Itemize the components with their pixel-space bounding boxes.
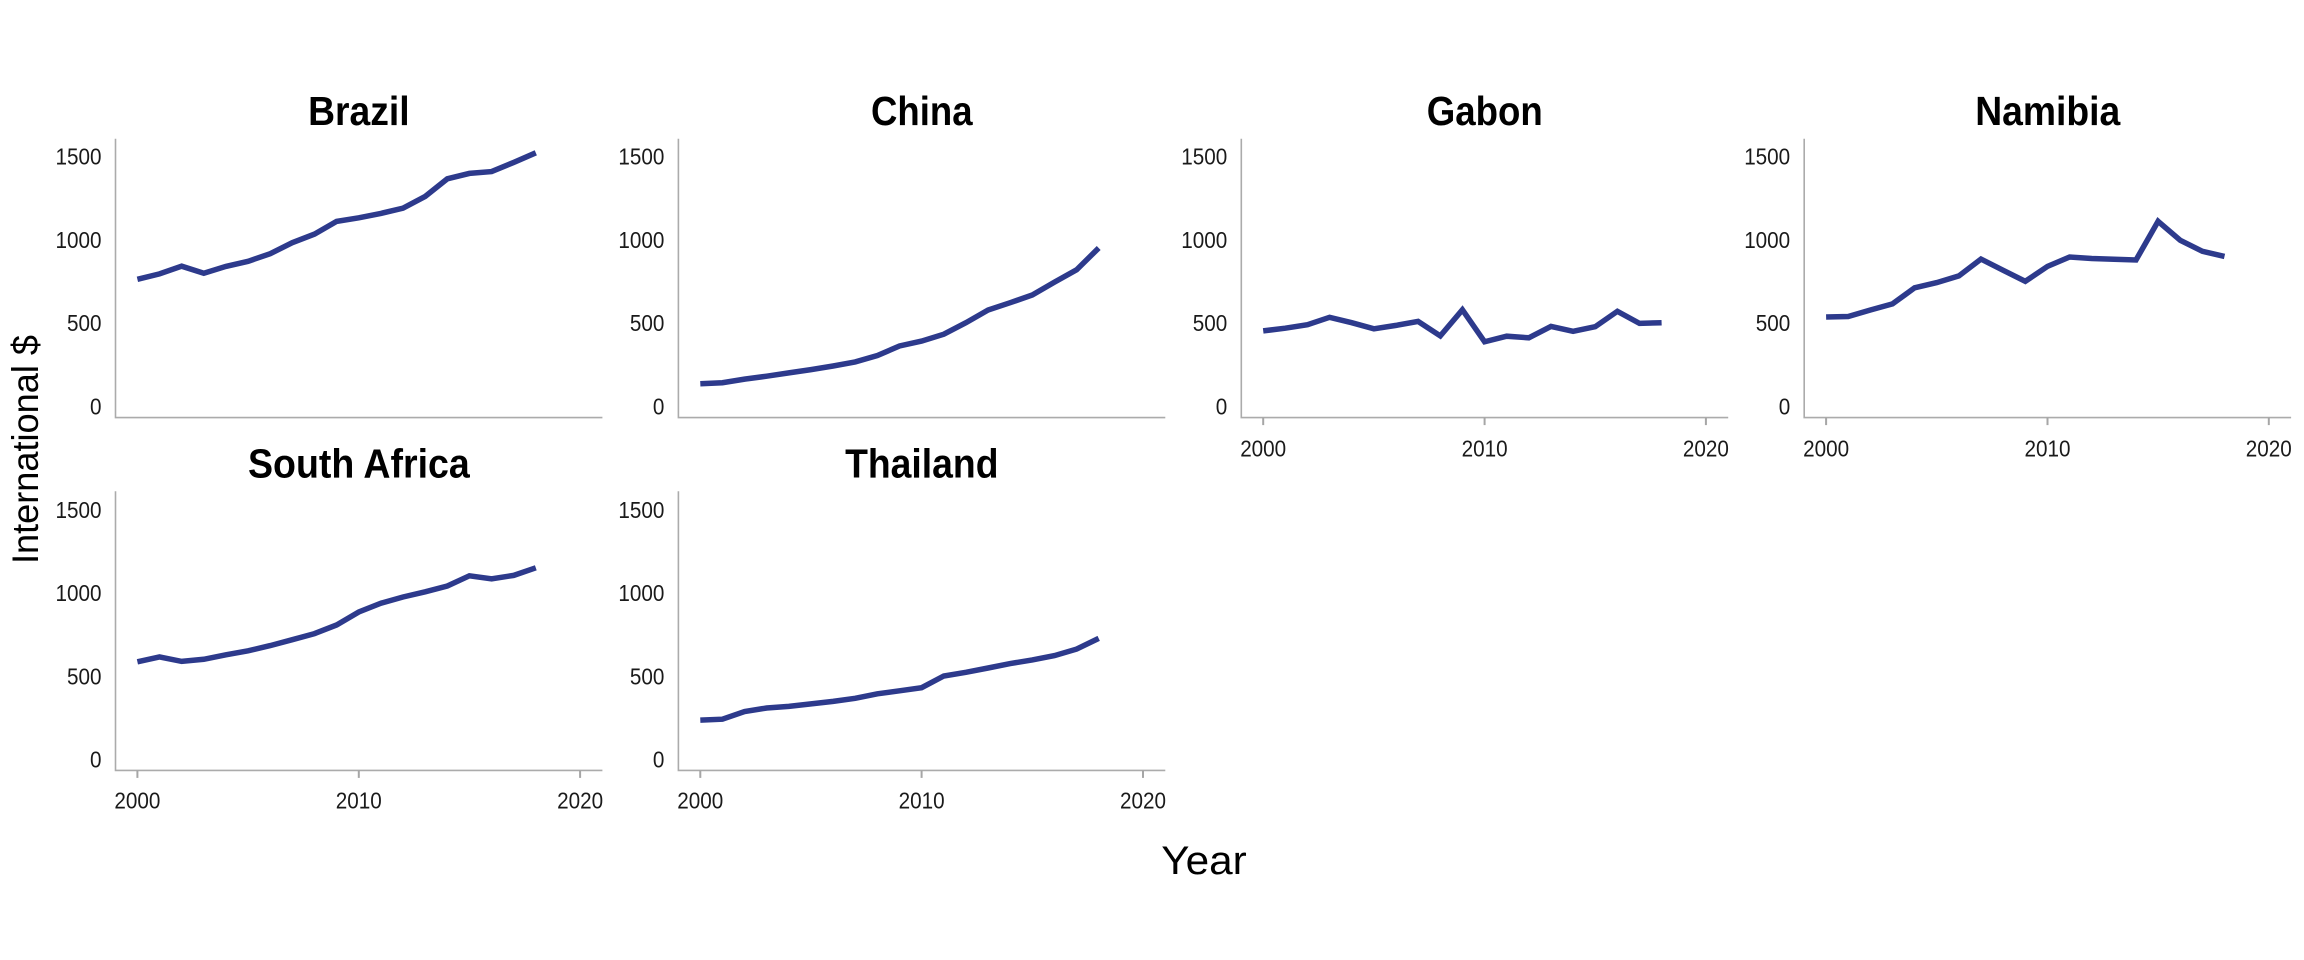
svg-text:2010: 2010 xyxy=(899,788,945,814)
svg-text:500: 500 xyxy=(630,310,665,336)
svg-text:1000: 1000 xyxy=(618,580,664,606)
svg-text:South Africa: South Africa xyxy=(248,440,471,486)
svg-text:2010: 2010 xyxy=(1462,436,1508,462)
svg-text:1500: 1500 xyxy=(1744,144,1790,170)
svg-text:1500: 1500 xyxy=(56,144,102,170)
svg-text:1000: 1000 xyxy=(56,227,102,253)
svg-text:500: 500 xyxy=(67,310,102,336)
svg-text:2000: 2000 xyxy=(1240,436,1286,462)
svg-text:2000: 2000 xyxy=(1803,436,1849,462)
svg-text:1000: 1000 xyxy=(1181,227,1227,253)
svg-text:500: 500 xyxy=(630,664,665,690)
svg-text:Namibia: Namibia xyxy=(1975,88,2121,134)
svg-text:1000: 1000 xyxy=(618,227,664,253)
svg-text:2020: 2020 xyxy=(2246,436,2292,462)
svg-text:1500: 1500 xyxy=(56,497,102,523)
svg-text:Gabon: Gabon xyxy=(1427,88,1543,134)
svg-text:2010: 2010 xyxy=(2025,436,2071,462)
svg-text:0: 0 xyxy=(653,747,665,773)
svg-text:China: China xyxy=(871,88,974,134)
svg-text:1500: 1500 xyxy=(618,144,664,170)
svg-text:500: 500 xyxy=(1193,310,1228,336)
svg-text:Year: Year xyxy=(1161,839,1247,883)
svg-text:0: 0 xyxy=(653,393,665,419)
svg-text:Thailand: Thailand xyxy=(845,440,998,486)
svg-text:2000: 2000 xyxy=(677,788,723,814)
svg-text:International $: International $ xyxy=(5,335,46,564)
svg-text:0: 0 xyxy=(90,747,102,773)
svg-text:2010: 2010 xyxy=(336,788,382,814)
svg-text:2020: 2020 xyxy=(1683,436,1729,462)
svg-text:Brazil: Brazil xyxy=(308,88,410,134)
svg-text:2020: 2020 xyxy=(557,788,603,814)
svg-text:0: 0 xyxy=(1779,393,1791,419)
svg-text:2000: 2000 xyxy=(114,788,160,814)
svg-text:2020: 2020 xyxy=(1120,788,1166,814)
svg-text:0: 0 xyxy=(1216,393,1228,419)
svg-text:1500: 1500 xyxy=(1181,144,1227,170)
svg-text:0: 0 xyxy=(90,393,102,419)
svg-text:1500: 1500 xyxy=(618,497,664,523)
svg-text:1000: 1000 xyxy=(1744,227,1790,253)
svg-text:500: 500 xyxy=(1756,310,1791,336)
svg-text:1000: 1000 xyxy=(56,580,102,606)
svg-text:500: 500 xyxy=(67,664,102,690)
